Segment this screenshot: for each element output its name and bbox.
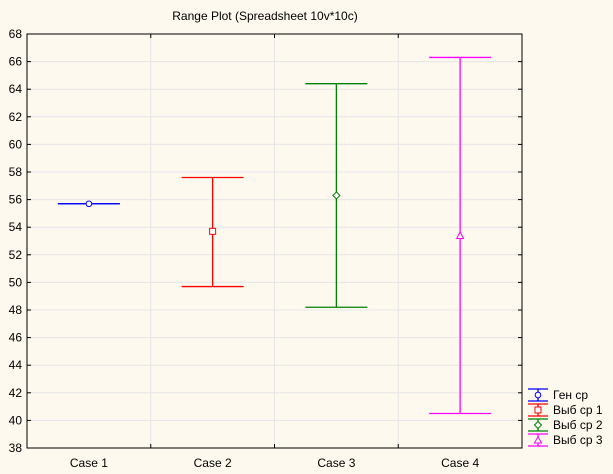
y-tick-label: 46: [9, 331, 23, 345]
y-tick-label: 40: [9, 413, 23, 427]
chart-title: Range Plot (Spreadsheet 10v*10c): [172, 9, 357, 23]
y-tick-label: 54: [9, 220, 23, 234]
range-marks: [57, 56, 492, 415]
marker-circle: [534, 391, 542, 399]
grid: [27, 34, 522, 448]
y-tick-label: 42: [9, 386, 23, 400]
legend-label: Выб ср 3: [553, 433, 603, 447]
y-tick-label: 60: [9, 137, 23, 151]
marker-diamond: [533, 420, 543, 430]
range-4: [429, 56, 492, 415]
y-tick-label: 64: [9, 82, 23, 96]
y-tick-label: 50: [9, 275, 23, 289]
y-tick-label: 48: [9, 303, 23, 317]
range-3: [305, 83, 368, 308]
y-tick-label: 68: [9, 27, 23, 41]
legend-item: Выб ср 1: [528, 403, 603, 417]
x-tick-label: Case 2: [194, 456, 232, 470]
marker-square: [534, 406, 542, 414]
range-2: [181, 176, 244, 288]
y-axis: 38 40 42 44 46 48 50 52 54 56 58 60 62 64 66 68: [9, 27, 522, 455]
x-tick-label: Case 4: [441, 456, 479, 470]
x-axis: Case 1 Case 2 Case 3 Case 4: [70, 34, 479, 470]
y-tick-label: 44: [9, 358, 23, 372]
y-tick-label: 62: [9, 110, 23, 124]
marker-square: [209, 227, 217, 235]
x-tick-label: Case 1: [70, 456, 108, 470]
legend-label: Выб ср 1: [553, 403, 603, 417]
x-tick-label: Case 3: [317, 456, 355, 470]
legend-item: Выб ср 2: [528, 418, 603, 432]
marker-circle: [85, 200, 93, 208]
y-tick-label: 56: [9, 193, 23, 207]
legend-label: Выб ср 2: [553, 418, 603, 432]
y-tick-label: 58: [9, 165, 23, 179]
marker-diamond: [332, 191, 341, 200]
marker-triangle: [455, 230, 465, 239]
marker-triangle: [533, 435, 543, 444]
range-1: [57, 200, 120, 208]
legend-item: Выб ср 3: [528, 433, 603, 447]
y-tick-label: 52: [9, 248, 23, 262]
legend-label: Ген ср: [553, 388, 588, 402]
legend-item: Ген ср: [528, 388, 588, 402]
y-tick-label: 38: [9, 441, 23, 455]
y-tick-label: 66: [9, 55, 23, 69]
